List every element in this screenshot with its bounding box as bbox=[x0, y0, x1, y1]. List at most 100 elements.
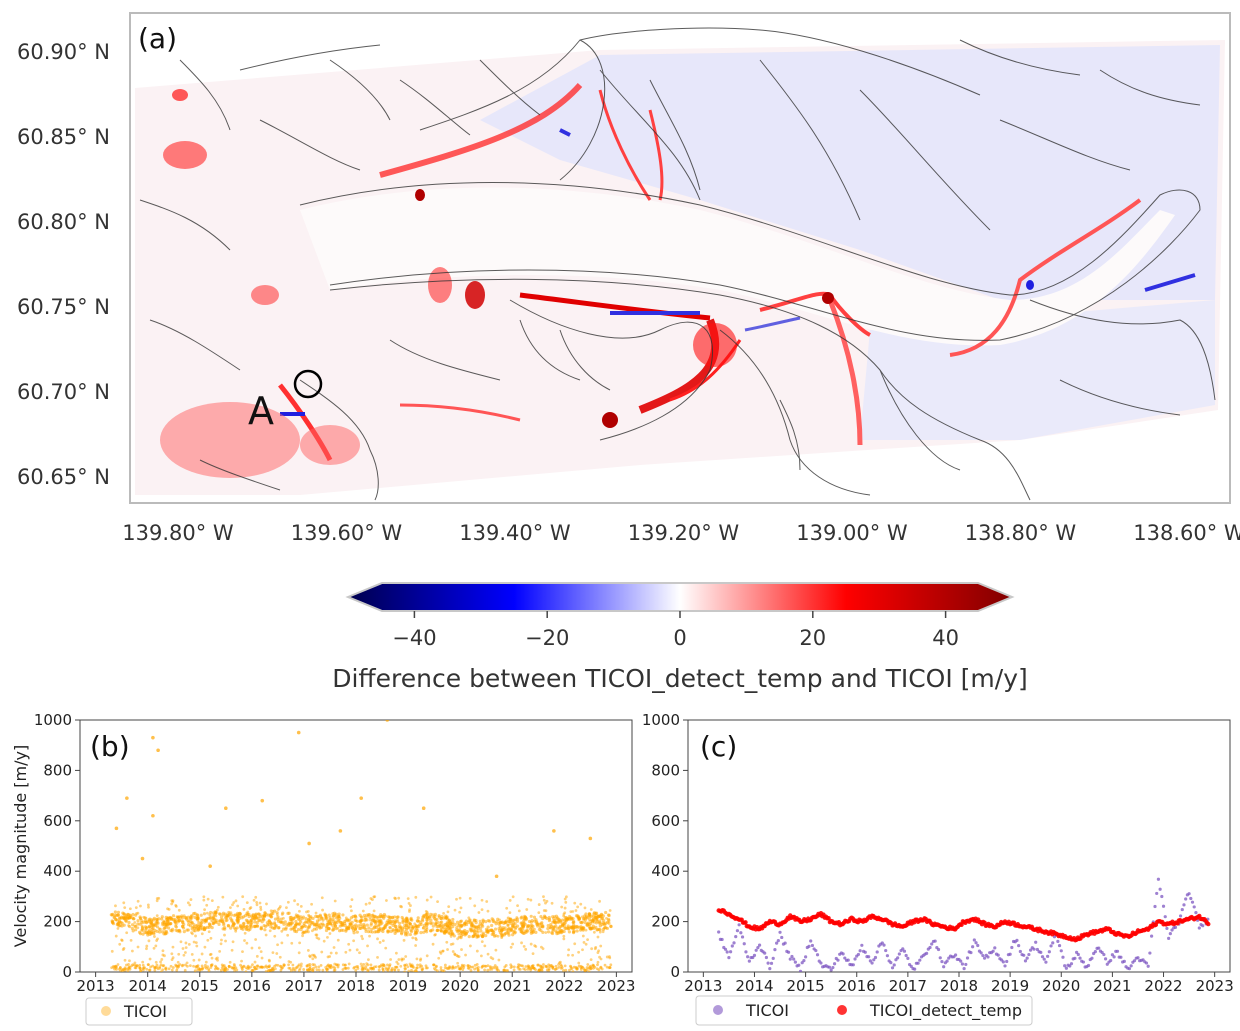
ticoi-point bbox=[896, 956, 900, 960]
ticoi-point bbox=[176, 929, 180, 933]
ticoi-point bbox=[408, 922, 412, 926]
x-tick-label: 2013 bbox=[684, 977, 722, 995]
panel-c-label: (c) bbox=[700, 730, 737, 763]
ticoi-point bbox=[449, 929, 453, 933]
panel-c-legend: TICOI TICOI_detect_temp bbox=[695, 995, 1033, 1026]
ticoi-point bbox=[592, 911, 597, 915]
ticoi-point bbox=[415, 966, 418, 970]
x-tick-label: 2016 bbox=[838, 977, 876, 995]
ticoi-point bbox=[585, 966, 589, 969]
ticoi-point bbox=[325, 967, 329, 971]
ticoi-point bbox=[193, 915, 197, 919]
ticoi-point bbox=[421, 919, 425, 923]
ticoi-point bbox=[569, 910, 573, 914]
ticoi-point bbox=[589, 958, 593, 962]
ticoi-point bbox=[1039, 950, 1043, 954]
ticoi-point bbox=[139, 969, 142, 972]
ticoi-point bbox=[557, 963, 560, 966]
ticoi-point bbox=[1034, 940, 1038, 944]
ticoi-point bbox=[527, 919, 532, 924]
ticoi-point bbox=[579, 968, 583, 971]
ticoi-point bbox=[1178, 914, 1183, 918]
ticoi-point bbox=[329, 918, 333, 921]
ticoi-point bbox=[562, 934, 566, 938]
ticoi-point bbox=[933, 939, 937, 943]
ticoi-point bbox=[334, 912, 338, 916]
ticoi-point bbox=[233, 969, 237, 972]
ticoi-point bbox=[472, 929, 476, 933]
ticoi-point bbox=[1086, 963, 1091, 968]
ticoi-point bbox=[945, 959, 949, 963]
ticoi-point bbox=[185, 964, 189, 968]
legend-marker-ticoi bbox=[713, 1005, 723, 1015]
ticoi-point bbox=[473, 967, 477, 971]
ticoi-point bbox=[130, 949, 134, 953]
ticoi-point bbox=[425, 898, 429, 902]
ticoi-point bbox=[298, 967, 302, 971]
ticoi-point bbox=[174, 904, 178, 908]
ticoi-point bbox=[128, 913, 132, 917]
ticoi-point bbox=[603, 923, 607, 927]
ticoi-point bbox=[113, 967, 116, 971]
ticoi-point bbox=[517, 909, 521, 913]
ticoi-point bbox=[875, 950, 879, 954]
ticoi-point bbox=[401, 920, 405, 924]
ticoi-point bbox=[298, 941, 302, 945]
ticoi-point bbox=[523, 914, 526, 918]
ticoi-point bbox=[366, 968, 370, 972]
ticoi-point bbox=[904, 953, 908, 958]
ticoi-point bbox=[141, 960, 145, 964]
ticoi-point bbox=[367, 926, 371, 930]
ticoi-point bbox=[582, 941, 586, 944]
ticoi-point bbox=[766, 961, 770, 965]
ticoi-point bbox=[462, 930, 466, 934]
ticoi-point bbox=[600, 967, 604, 971]
ticoi-point bbox=[1057, 943, 1062, 948]
ticoi-point bbox=[520, 941, 523, 945]
ticoi-point bbox=[273, 934, 277, 938]
ticoi-point bbox=[846, 958, 850, 962]
ticoi-point bbox=[388, 915, 392, 919]
ticoi-point bbox=[133, 961, 137, 965]
ticoi-point bbox=[477, 924, 481, 928]
x-tick-label: 2021 bbox=[493, 977, 531, 995]
ticoi-point bbox=[261, 914, 265, 919]
ticoi-point bbox=[291, 963, 295, 967]
ticoi-point bbox=[425, 919, 429, 923]
ticoi-point bbox=[118, 916, 122, 920]
ticoi-point bbox=[734, 935, 738, 939]
ticoi-outlier-point bbox=[151, 735, 155, 740]
colorbar-ticks: −40 −20 0 20 40 bbox=[392, 611, 959, 650]
ticoi-point bbox=[354, 919, 358, 923]
ticoi-point bbox=[1044, 960, 1048, 964]
ticoi-point bbox=[856, 952, 861, 957]
ticoi-point bbox=[396, 915, 400, 919]
ticoi-point bbox=[314, 911, 318, 915]
ticoi-outlier-point bbox=[208, 864, 212, 868]
ticoi-point bbox=[588, 917, 592, 922]
ticoi-point bbox=[258, 901, 262, 905]
ticoi-point bbox=[560, 918, 565, 922]
ticoi-point bbox=[942, 965, 946, 969]
ticoi-point bbox=[829, 968, 833, 972]
ticoi-point bbox=[554, 964, 558, 968]
ticoi-point bbox=[1194, 911, 1198, 915]
ticoi-point bbox=[572, 965, 576, 969]
ticoi-point bbox=[294, 923, 297, 927]
ticoi-point bbox=[596, 928, 600, 932]
ticoi-point bbox=[409, 904, 412, 907]
ticoi-point bbox=[1040, 955, 1045, 959]
ticoi-point bbox=[372, 909, 376, 913]
ticoi-point bbox=[530, 964, 534, 968]
ticoi-point bbox=[277, 925, 281, 930]
ticoi-point bbox=[268, 920, 272, 925]
ticoi-point bbox=[138, 932, 143, 936]
ticoi-point bbox=[522, 967, 526, 971]
ticoi-point bbox=[486, 952, 490, 956]
ticoi-point bbox=[853, 957, 857, 961]
ticoi-outlier-point bbox=[156, 748, 160, 753]
ticoi-point bbox=[469, 965, 473, 969]
ticoi-point bbox=[125, 931, 129, 935]
ticoi-point bbox=[901, 947, 905, 951]
longitude-tick-label: 138.80° W bbox=[965, 521, 1077, 545]
